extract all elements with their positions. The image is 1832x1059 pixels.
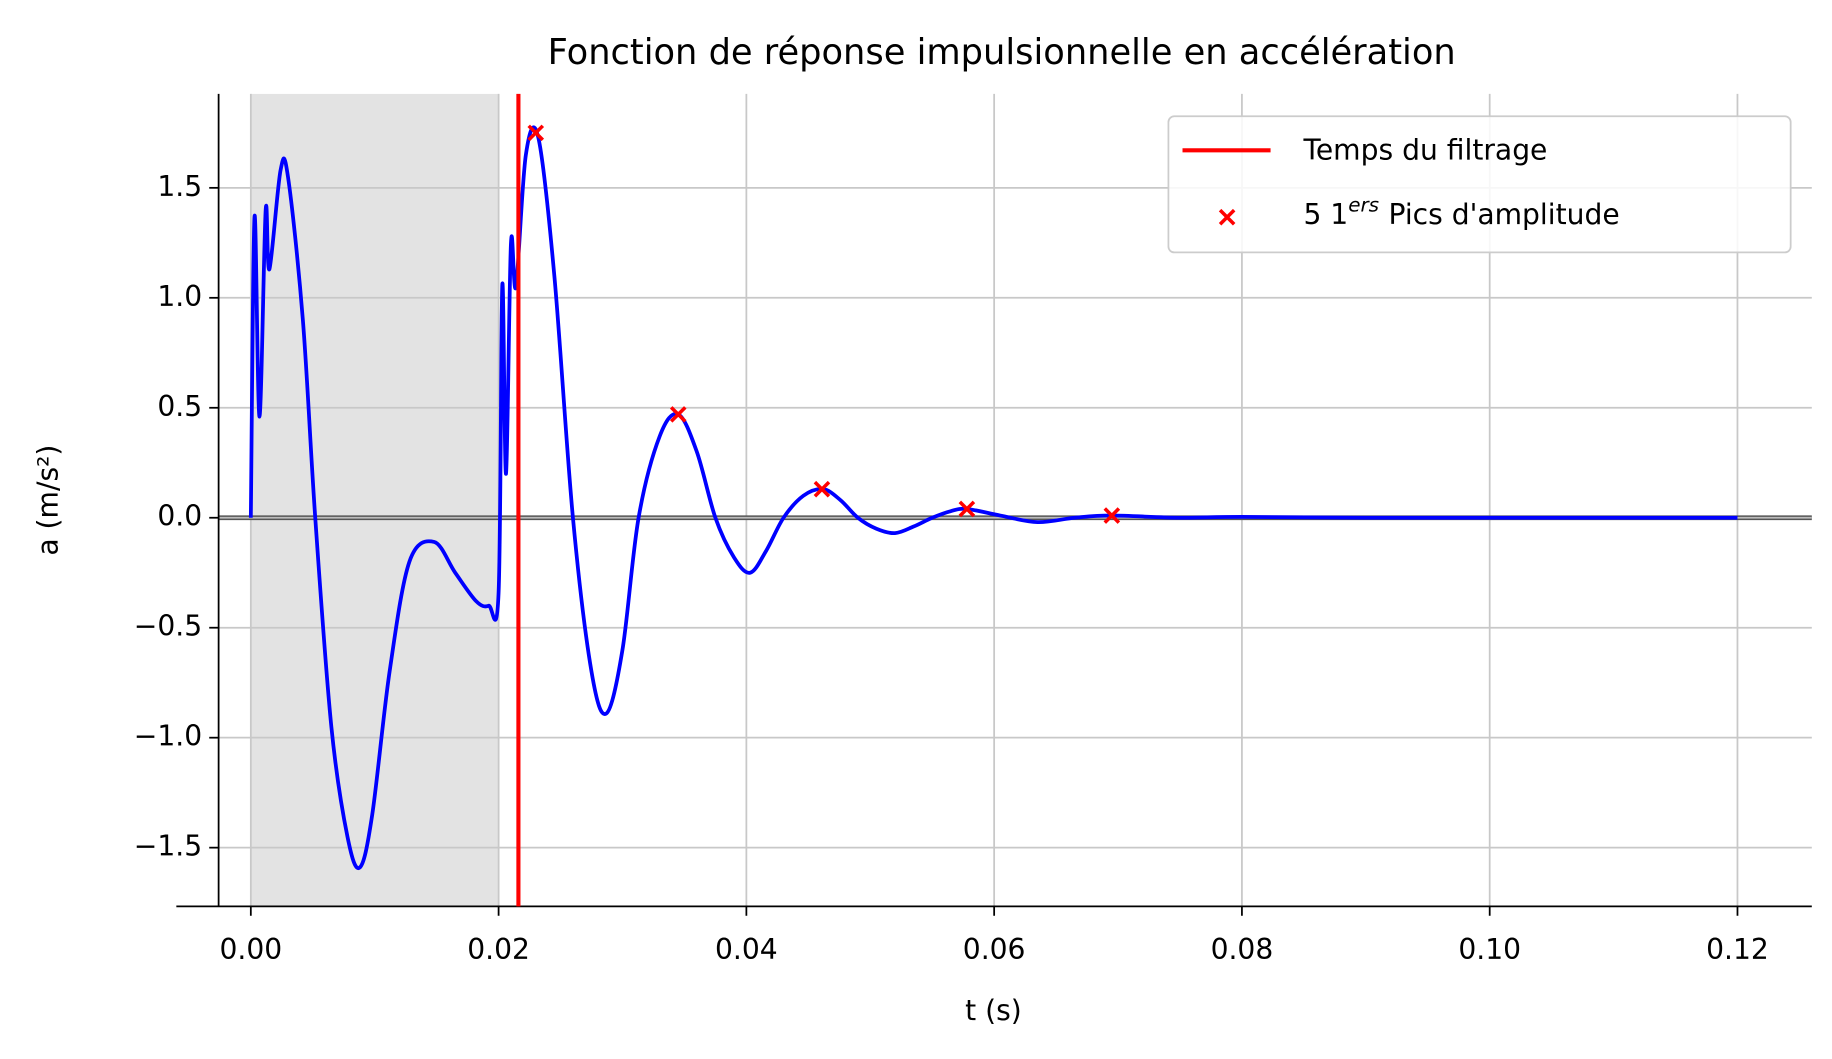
peak-marker [958,500,976,518]
marker-stroke [669,406,687,423]
y-tick-label: −1.0 [134,720,202,753]
shaded-span [250,93,499,907]
y-tick-label: 0.5 [157,390,202,423]
peak-marker [1103,507,1121,524]
x-tick-label: 0.00 [219,933,282,966]
legend: Temps du filtrage 5 1ers Pics d'amplitude [1167,115,1792,254]
response-curve [248,125,1738,871]
legend-label: 5 1ers Pics d'amplitude [1303,192,1619,231]
marker-stroke [958,500,976,518]
y-tick-label: 1.5 [157,170,202,203]
marker-stroke [527,124,545,142]
legend-box [1167,115,1792,254]
marker-stroke [1103,507,1121,524]
y-axis-label: a (m/s²) [32,445,65,556]
legend-label: Temps du filtrage [1302,133,1547,166]
legend-label-part: Pics d'amplitude [1388,198,1619,231]
y-tick-label: 0.0 [157,500,202,533]
legend-label-part: 5 1 [1303,198,1348,231]
marker-stroke [813,480,831,498]
y-tick-label: −0.5 [134,610,202,643]
peak-marker [813,480,831,498]
x-tick-label: 0.08 [1211,933,1274,966]
x-tick-label: 0.12 [1706,933,1769,966]
peak-marker [669,406,687,423]
x-axis-label: t (s) [965,994,1022,1027]
legend-label-sup: ers [1348,192,1379,216]
x-tick-label: 0.10 [1458,933,1521,966]
x-tick-label: 0.04 [715,933,778,966]
chart-title: Fonction de réponse impulsionnelle en ac… [548,32,1456,73]
marker-stroke [1218,208,1236,226]
y-tick-label: 1.0 [157,280,202,313]
x-tick-label: 0.06 [963,933,1026,966]
peak-marker [527,124,545,142]
y-tick-label: −1.5 [134,830,202,863]
legend-marker-swatch [1218,208,1236,226]
x-tick-label: 0.02 [467,933,530,966]
